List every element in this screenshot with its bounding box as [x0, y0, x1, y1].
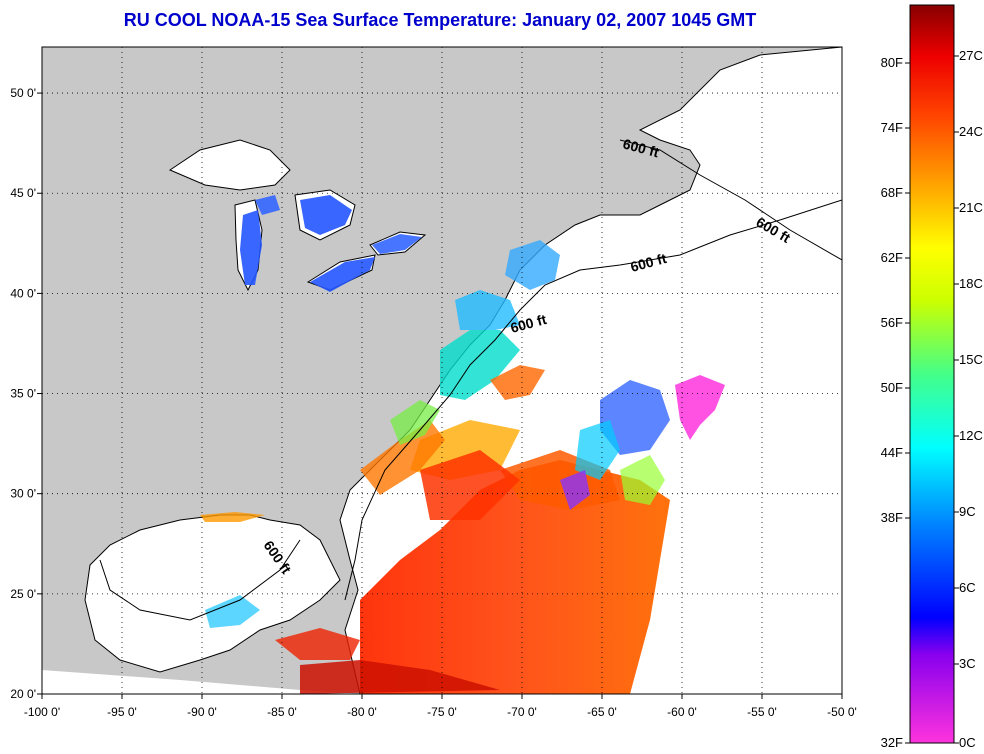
sst-data: [200, 195, 725, 694]
latitude-label: 20 0': [10, 687, 36, 701]
colorbar-f-label: 56F: [881, 315, 903, 330]
colorbar-fahrenheit-labels: 80F 74F 68F 62F 56F 50F 44F 38F 32F: [881, 55, 910, 750]
colorbar-f-label: 62F: [881, 250, 903, 265]
lake-superior: [168, 139, 291, 191]
colorbar-c-label: 24C: [959, 124, 983, 139]
longitude-label: -75 0': [427, 705, 457, 719]
longitude-label: -60 0': [667, 705, 697, 719]
longitude-label: -70 0': [507, 705, 537, 719]
longitude-label: -55 0': [747, 705, 777, 719]
colorbar: [909, 4, 955, 744]
isobath-600ft: [99, 139, 842, 621]
colorbar-f-label: 74F: [881, 120, 903, 135]
colorbar-c-label: 6C: [959, 580, 976, 595]
colorbar-f-label: 44F: [881, 445, 903, 460]
colorbar-c-label: 18C: [959, 276, 983, 291]
colorbar-f-label: 32F: [881, 735, 903, 750]
colorbar-f-label: 50F: [881, 380, 903, 395]
longitude-label: -80 0': [347, 705, 377, 719]
longitude-label: -95 0': [107, 705, 137, 719]
colorbar-c-label: 21C: [959, 200, 983, 215]
latitude-label: 40 0': [10, 286, 36, 300]
map-title: RU COOL NOAA-15 Sea Surface Temperature:…: [123, 10, 757, 30]
graticule: [42, 47, 842, 694]
longitude-axis: -100 0' -95 0' -90 0' -85 0' -80 0' -75 0' -70…: [24, 694, 857, 719]
longitude-label: -100 0': [24, 705, 60, 719]
latitude-label: 50 0': [10, 86, 36, 100]
colorbar-f-label: 80F: [881, 55, 903, 70]
latitude-label: 25 0': [10, 587, 36, 601]
longitude-label: -65 0': [587, 705, 617, 719]
colorbar-f-label: 68F: [881, 185, 903, 200]
map-area[interactable]: [42, 47, 842, 694]
latitude-label: 35 0': [10, 387, 36, 401]
colorbar-c-label: 12C: [959, 428, 983, 443]
longitude-label: -50 0': [827, 705, 857, 719]
longitude-label: -90 0': [187, 705, 217, 719]
colorbar-c-label: 0C: [959, 735, 976, 750]
caribbean-sea: [42, 670, 360, 694]
colorbar-c-label: 9C: [959, 504, 976, 519]
latitude-label: 45 0': [10, 186, 36, 200]
latitude-axis: 50 0' 45 0' 40 0' 35 0' 30 0' 25 0' 20 0': [10, 86, 42, 701]
colorbar-celsius-labels: 27C 24C 21C 18C 15C 12C 9C 6C 3C 0C: [954, 48, 983, 750]
colorbar-c-label: 3C: [959, 656, 976, 671]
colorbar-c-label: 27C: [959, 48, 983, 63]
colorbar-c-label: 15C: [959, 352, 983, 367]
latitude-label: 30 0': [10, 487, 36, 501]
colorbar-f-label: 38F: [881, 510, 903, 525]
longitude-label: -85 0': [267, 705, 297, 719]
